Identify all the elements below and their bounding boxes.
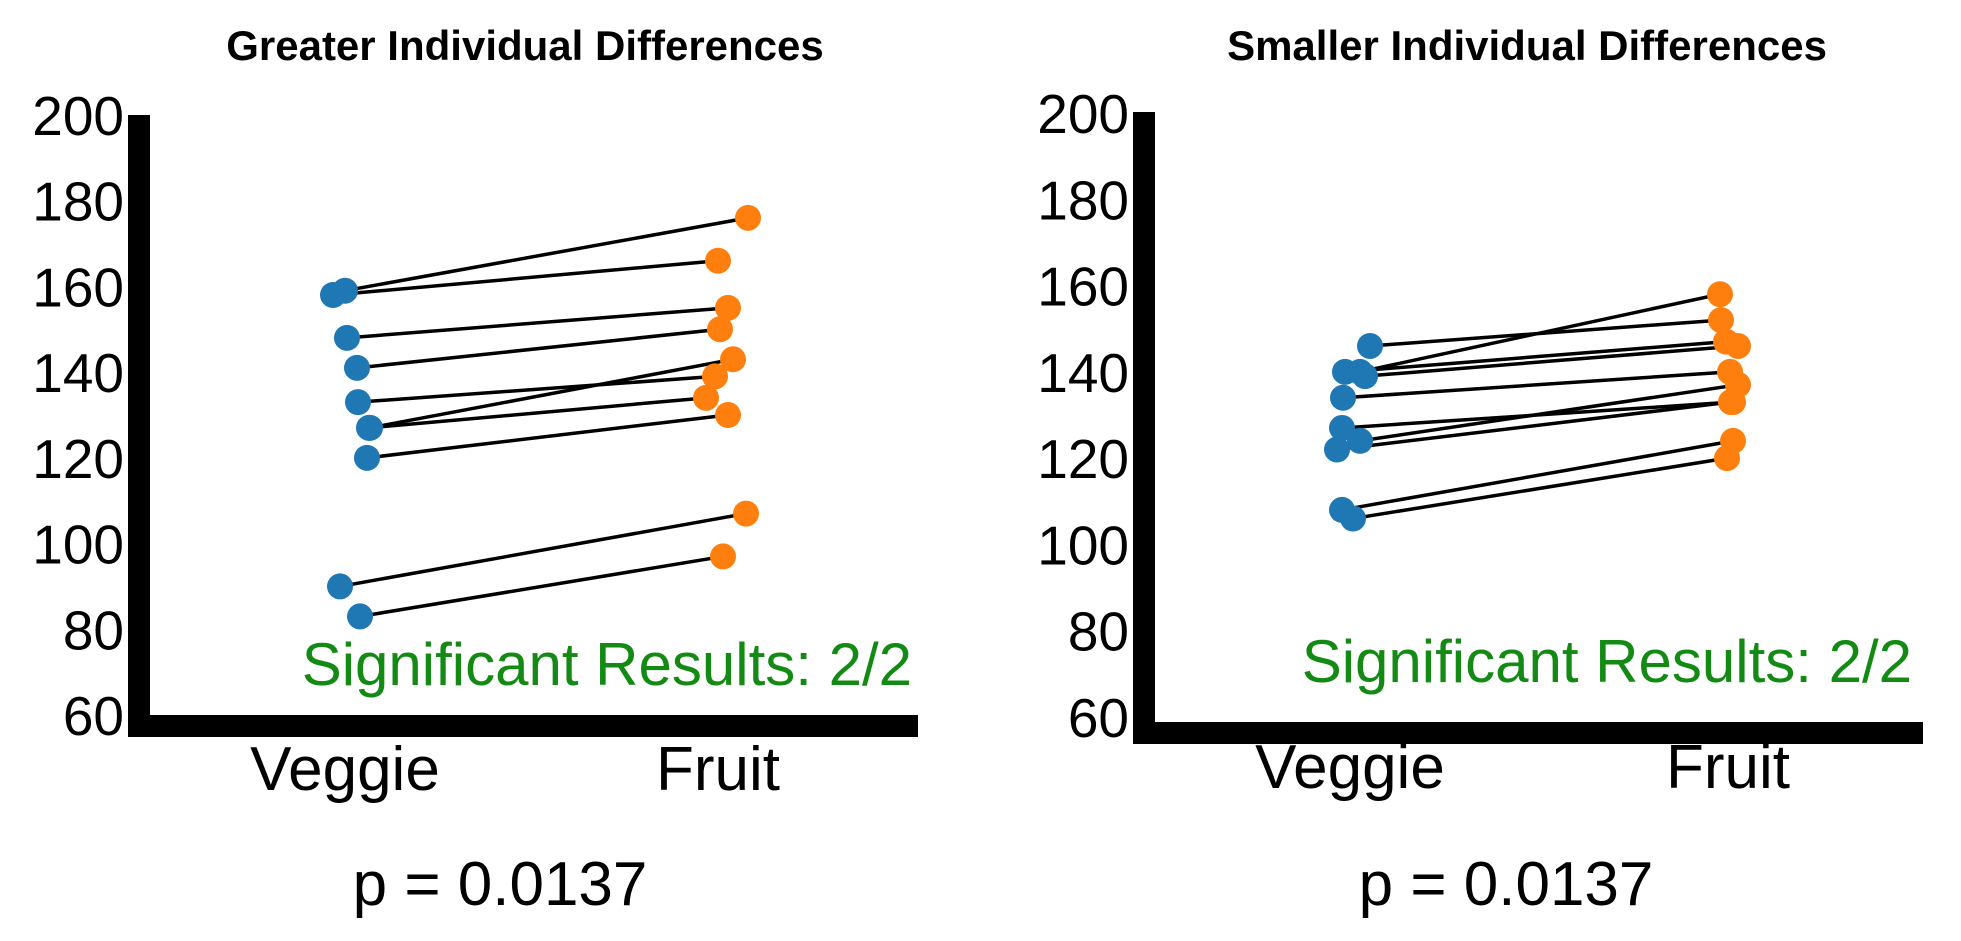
fruit-point — [733, 500, 759, 527]
y-tick-label: 100 — [1037, 514, 1129, 576]
pair-line — [368, 396, 707, 430]
fruit-point — [1708, 307, 1734, 334]
pair-line — [346, 306, 729, 340]
veggie-point — [1352, 363, 1378, 390]
veggie-point — [1329, 414, 1355, 441]
veggie-point — [1324, 436, 1350, 463]
pair-line — [1359, 292, 1721, 374]
veggie-point — [1340, 505, 1366, 532]
veggie-point — [334, 324, 360, 351]
pair-line — [1342, 370, 1731, 400]
x-category-label: Veggie — [1255, 733, 1445, 802]
x-category-label: Veggie — [250, 735, 440, 804]
y-tick-label: 180 — [32, 171, 124, 233]
pair-line — [1344, 339, 1727, 374]
points-group — [320, 204, 761, 630]
pair-line — [1352, 456, 1728, 521]
y-tick-label: 200 — [1037, 83, 1129, 145]
fruit-point — [693, 384, 719, 411]
y-tick-label: 200 — [32, 85, 124, 147]
y-tick-label: 160 — [1037, 256, 1129, 318]
fruit-point — [735, 204, 761, 231]
veggie-point — [1347, 427, 1373, 454]
pair-line — [1341, 439, 1734, 512]
pair-line — [339, 511, 747, 589]
fruit-point — [1725, 332, 1751, 359]
y-axis-line — [1133, 112, 1155, 744]
pair-line — [359, 554, 724, 619]
pair-line — [1336, 400, 1732, 452]
y-tick-label: 120 — [1037, 428, 1129, 490]
pair-line — [332, 258, 719, 297]
y-tick-label: 120 — [32, 428, 124, 490]
y-tick-label: 140 — [32, 342, 124, 404]
y-tick-label: 60 — [1068, 687, 1129, 749]
panel-title: Greater Individual Differences — [226, 22, 824, 69]
pair-line — [1359, 383, 1739, 443]
y-tick-label: 80 — [1068, 601, 1129, 663]
y-tick-label: 180 — [1037, 169, 1129, 231]
veggie-point — [1332, 358, 1358, 385]
p-value-label: p = 0.0137 — [353, 850, 648, 919]
fruit-point — [1714, 445, 1740, 472]
fruit-point — [707, 316, 733, 343]
veggie-point — [327, 573, 353, 600]
panel-title: Smaller Individual Differences — [1227, 22, 1827, 69]
y-axis-line — [128, 115, 150, 737]
fruit-point — [1707, 281, 1733, 308]
veggie-point — [347, 603, 373, 630]
fruit-point — [1718, 389, 1744, 416]
fruit-point — [705, 247, 731, 274]
points-group — [1324, 281, 1751, 532]
veggie-point — [1357, 332, 1383, 359]
fruit-point — [702, 363, 728, 390]
veggie-point — [356, 414, 382, 441]
veggie-point — [344, 354, 370, 381]
pair-line — [366, 413, 729, 460]
pair-line — [357, 374, 716, 404]
x-category-label: Fruit — [1666, 733, 1790, 802]
pair-line — [369, 357, 734, 430]
fruit-point — [715, 294, 741, 321]
x-category-label: Fruit — [656, 735, 780, 804]
veggie-point — [354, 444, 380, 471]
pair-line — [1364, 344, 1739, 378]
significance-annotation: Significant Results: 2/2 — [1302, 628, 1912, 695]
x-axis-line — [128, 715, 918, 737]
veggie-point — [345, 389, 371, 416]
fruit-point — [715, 402, 741, 428]
y-tick-label: 140 — [1037, 342, 1129, 404]
panel-smaller-differences: Smaller Individual Differences Significa… — [1037, 22, 1923, 919]
veggie-point — [1330, 384, 1356, 411]
significance-annotation: Significant Results: 2/2 — [302, 631, 912, 698]
x-axis-line — [1133, 722, 1923, 744]
pair-line — [344, 216, 749, 293]
veggie-point — [332, 277, 358, 304]
p-value-label: p = 0.0137 — [1359, 850, 1654, 919]
y-tick-label: 100 — [32, 514, 124, 576]
pair-line — [356, 327, 721, 370]
panel-greater-differences: Greater Individual Differences Significa… — [32, 22, 918, 919]
fruit-point — [720, 346, 746, 373]
fruit-point — [710, 543, 736, 570]
y-tick-label: 60 — [63, 685, 124, 747]
y-tick-label: 160 — [32, 256, 124, 318]
y-tick-label: 80 — [63, 599, 124, 661]
